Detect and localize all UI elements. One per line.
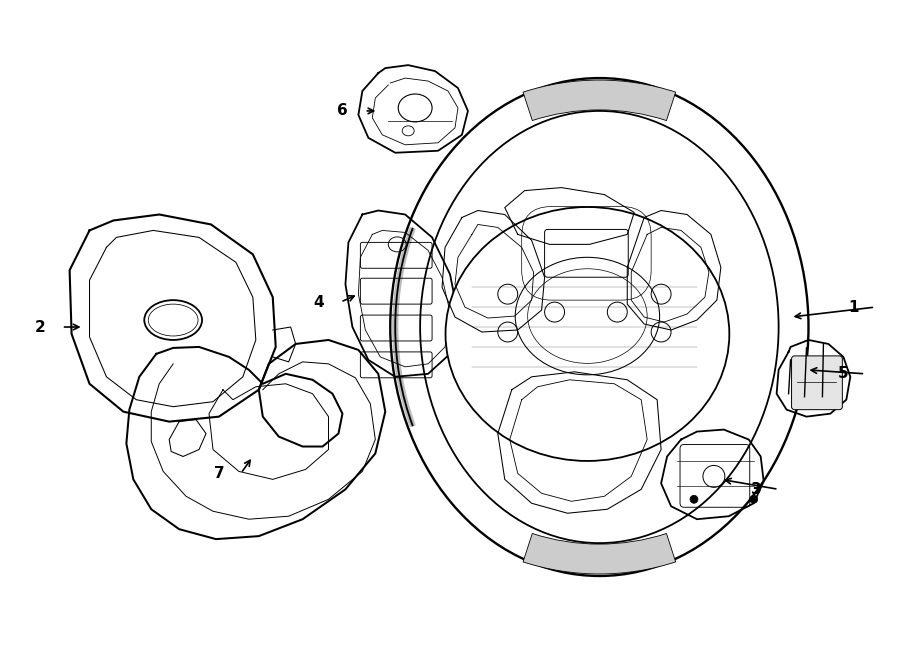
Ellipse shape	[750, 495, 758, 503]
Text: 1: 1	[848, 300, 859, 314]
Ellipse shape	[690, 495, 698, 503]
Text: 2: 2	[34, 320, 45, 334]
Wedge shape	[523, 80, 676, 120]
Text: 7: 7	[213, 466, 224, 481]
Text: 5: 5	[838, 366, 849, 381]
Text: 3: 3	[752, 482, 762, 497]
Text: 4: 4	[313, 295, 324, 310]
Text: 6: 6	[338, 103, 347, 118]
FancyBboxPatch shape	[792, 356, 842, 410]
Wedge shape	[523, 534, 676, 574]
Ellipse shape	[446, 207, 729, 461]
